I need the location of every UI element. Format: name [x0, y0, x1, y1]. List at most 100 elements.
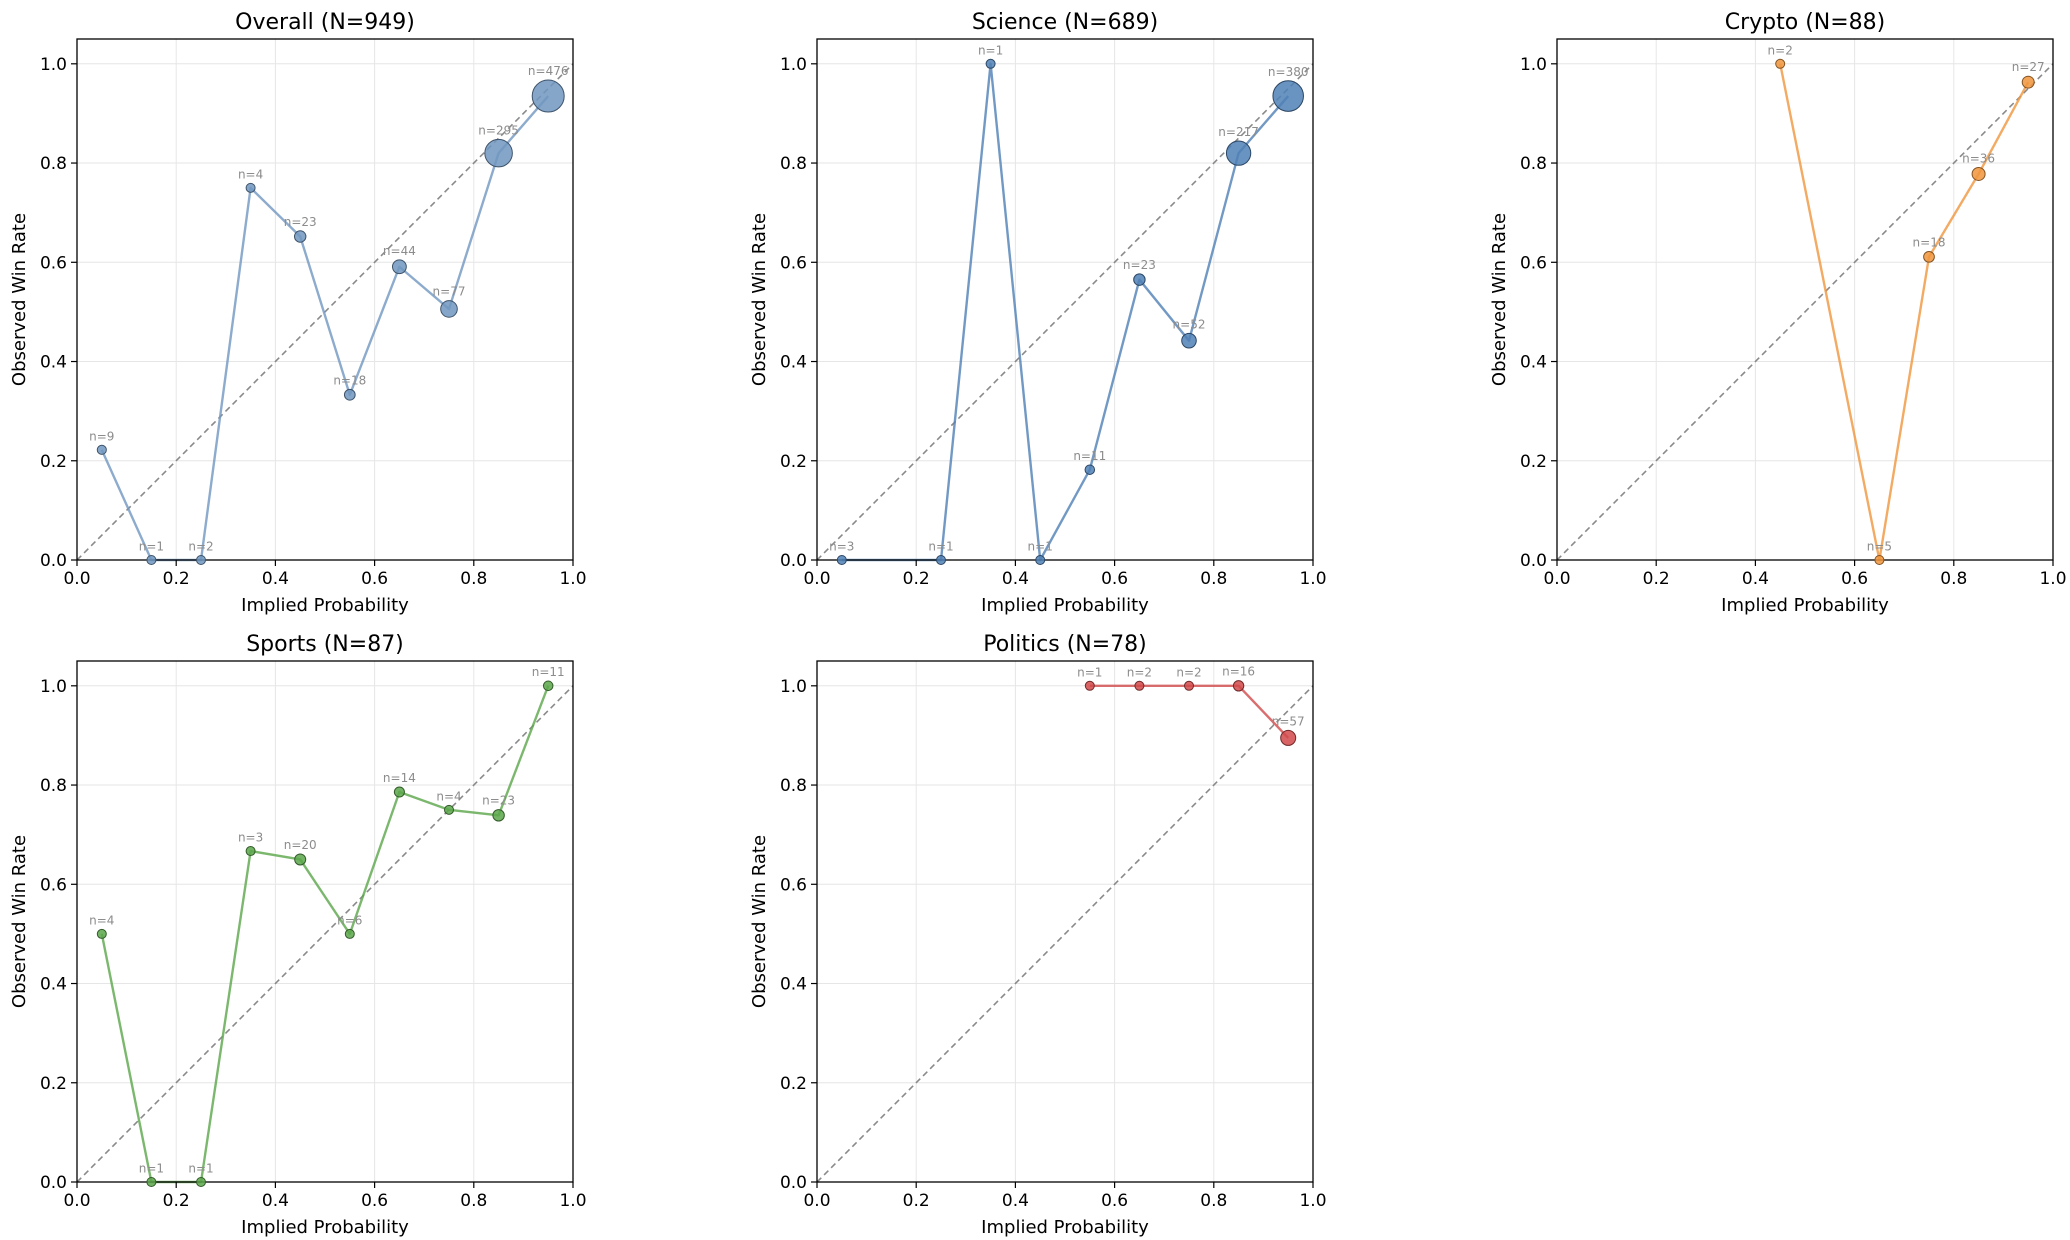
x-tick-label: 0.4	[1002, 569, 1029, 589]
data-point	[343, 388, 356, 401]
sample-size-label: n=14	[383, 771, 416, 785]
sample-size-label: n=4	[238, 167, 263, 181]
sample-size-label: n=476	[528, 64, 569, 78]
chart-panel-4: n=4 n=1 n=1 n=3 n=20 n=6 n=14 n=4 n=23 n=11 0.0 0.2…	[9, 632, 587, 1238]
chart-panel-5: n=1 n=2 n=2 n=16 n=57 0.0 0.2 0.4 0.6 0.8 1.0 0.0 0.…	[749, 632, 1327, 1238]
perfect-calibration-line	[1556, 63, 2054, 561]
x-tick-label: 1.0	[1299, 1191, 1326, 1211]
y-tick-label: 0.2	[40, 452, 67, 472]
x-axis-label: Implied Probability	[241, 595, 409, 616]
x-tick-label: 0.8	[460, 1191, 487, 1211]
x-tick-label: 0.4	[262, 1191, 289, 1211]
sample-size-label: n=18	[1913, 235, 1946, 249]
data-point	[492, 809, 505, 822]
sample-size-label: n=77	[433, 285, 466, 299]
data-point	[440, 300, 458, 318]
y-tick-label: 0.4	[40, 353, 67, 373]
sample-size-label: n=36	[1962, 151, 1995, 165]
x-tick-label: 1.0	[559, 569, 586, 589]
x-tick-label: 0.4	[1742, 569, 1769, 589]
y-tick-label: 0.0	[40, 551, 67, 571]
y-tick-label: 0.2	[40, 1074, 67, 1094]
x-axis-label: Implied Probability	[1721, 595, 1889, 616]
data-point	[391, 259, 407, 275]
x-tick-label: 0.6	[1101, 569, 1128, 589]
x-axis-label: Implied Probability	[981, 1217, 1149, 1238]
data-point	[1035, 555, 1046, 565]
data-point	[1971, 166, 1986, 181]
y-tick-label: 1.0	[780, 55, 807, 75]
data-point	[836, 555, 847, 565]
y-tick-label: 0.4	[1520, 353, 1547, 373]
data-point	[985, 58, 996, 69]
data-point	[344, 928, 355, 939]
data-point	[1775, 58, 1786, 69]
x-tick-label: 0.6	[361, 1191, 388, 1211]
y-axis-label: Observed Win Rate	[9, 835, 30, 1008]
data-point	[1923, 250, 1935, 263]
x-tick-label: 0.6	[361, 569, 388, 589]
sample-size-label: n=3	[829, 540, 854, 554]
sample-size-label: n=2	[188, 540, 213, 554]
sample-size-label: n=2	[1176, 665, 1201, 679]
y-tick-label: 0.4	[40, 975, 67, 995]
y-tick-label: 0.8	[780, 776, 807, 796]
sample-size-label: n=2	[1768, 43, 1793, 57]
data-point	[96, 444, 107, 455]
x-axis-label: Implied Probability	[241, 1217, 409, 1238]
y-tick-label: 0.2	[780, 452, 807, 472]
x-tick-label: 0.4	[1002, 1191, 1029, 1211]
sample-size-label: n=217	[1218, 125, 1259, 139]
data-point	[936, 555, 946, 565]
perfect-calibration-line	[76, 685, 574, 1183]
y-axis-label: Observed Win Rate	[1489, 213, 1510, 386]
x-tick-label: 0.0	[1543, 569, 1570, 589]
sample-size-label: n=4	[89, 913, 114, 927]
sample-size-label: n=23	[482, 794, 515, 808]
data-point	[1874, 555, 1885, 565]
x-tick-label: 0.2	[163, 569, 190, 589]
data-point	[1184, 680, 1194, 691]
x-tick-label: 0.4	[262, 569, 289, 589]
x-tick-label: 0.8	[1200, 1191, 1227, 1211]
x-tick-label: 0.2	[903, 569, 930, 589]
data-point	[245, 846, 256, 857]
x-tick-label: 0.0	[63, 1191, 90, 1211]
data-point	[1272, 80, 1304, 112]
sample-size-label: n=11	[1073, 449, 1106, 463]
sample-size-label: n=52	[1173, 317, 1206, 331]
series-line	[1779, 63, 2030, 562]
data-point	[96, 928, 107, 939]
chart-title: Science (N=689)	[972, 10, 1158, 35]
y-tick-label: 0.6	[40, 253, 67, 273]
x-tick-label: 0.2	[163, 1191, 190, 1211]
data-point	[1232, 680, 1245, 692]
x-tick-label: 0.8	[460, 569, 487, 589]
x-tick-label: 1.0	[559, 1191, 586, 1211]
perfect-calibration-line	[816, 685, 1314, 1183]
sample-size-label: n=1	[978, 43, 1003, 57]
sample-size-label: n=6	[337, 913, 362, 927]
y-tick-label: 0.2	[1520, 452, 1547, 472]
sample-size-label: n=1	[139, 540, 164, 554]
sample-size-label: n=1	[188, 1162, 213, 1176]
y-tick-label: 0.6	[40, 875, 67, 895]
y-tick-label: 0.8	[40, 154, 67, 174]
x-tick-label: 0.6	[1101, 1191, 1128, 1211]
data-point	[294, 853, 307, 866]
x-tick-label: 0.8	[1200, 569, 1227, 589]
data-point	[1134, 680, 1145, 691]
sample-size-label: n=44	[383, 244, 416, 258]
x-tick-label: 0.2	[1643, 569, 1670, 589]
y-tick-label: 0.0	[40, 1173, 67, 1193]
sample-size-label: n=18	[333, 373, 366, 387]
data-point	[245, 182, 256, 193]
x-tick-label: 1.0	[1299, 569, 1326, 589]
y-tick-label: 0.0	[780, 1173, 807, 1193]
y-tick-label: 0.8	[1520, 154, 1547, 174]
sample-size-label: n=380	[1268, 65, 1309, 79]
y-axis-label: Observed Win Rate	[749, 835, 770, 1008]
sample-size-label: n=20	[284, 838, 317, 852]
plot-frame	[1556, 38, 2054, 561]
